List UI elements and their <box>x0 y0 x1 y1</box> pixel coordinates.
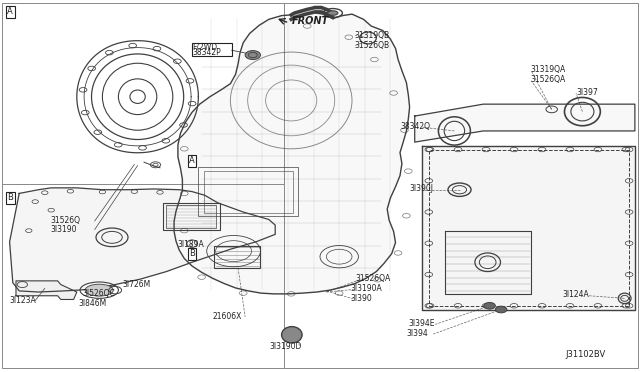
Bar <box>163 203 220 230</box>
Bar <box>204 171 293 213</box>
Text: B: B <box>189 249 195 258</box>
Text: 31526QA: 31526QA <box>355 275 390 283</box>
Text: B: B <box>7 193 13 202</box>
Text: F/2WD: F/2WD <box>193 43 218 52</box>
Text: J31102BV: J31102BV <box>565 350 605 359</box>
Bar <box>192 43 232 56</box>
Text: FRONT: FRONT <box>292 16 329 26</box>
Ellipse shape <box>484 302 495 309</box>
Polygon shape <box>10 188 275 292</box>
Text: 3l3190A: 3l3190A <box>351 284 383 293</box>
Text: A: A <box>8 7 13 16</box>
Ellipse shape <box>282 327 302 343</box>
Text: 21606X: 21606X <box>212 312 242 321</box>
Text: 3l394: 3l394 <box>406 329 428 338</box>
Ellipse shape <box>85 284 113 296</box>
Polygon shape <box>16 281 77 299</box>
Text: 3l189A: 3l189A <box>177 240 204 249</box>
Text: 31319QB: 31319QB <box>354 31 389 40</box>
Text: 3l124A: 3l124A <box>562 290 589 299</box>
Text: 31526QB: 31526QB <box>354 41 389 50</box>
Text: 3l397: 3l397 <box>576 88 598 97</box>
Text: 3l846M: 3l846M <box>78 299 106 308</box>
Bar <box>166 205 216 228</box>
Text: 31526QA: 31526QA <box>530 76 565 84</box>
Polygon shape <box>415 104 635 142</box>
Ellipse shape <box>495 306 507 313</box>
Text: 38342P: 38342P <box>193 48 221 57</box>
Text: 38342Q: 38342Q <box>400 122 430 131</box>
Polygon shape <box>174 12 410 294</box>
Text: 3l726M: 3l726M <box>123 280 151 289</box>
Ellipse shape <box>328 11 338 15</box>
Text: 3l390J: 3l390J <box>410 185 434 193</box>
Bar <box>198 167 298 216</box>
Text: 31319QA: 31319QA <box>530 65 565 74</box>
Polygon shape <box>422 146 635 310</box>
Text: A: A <box>189 156 195 165</box>
Text: 3l123A: 3l123A <box>10 296 36 305</box>
Text: 3l3190D: 3l3190D <box>270 342 302 351</box>
Bar <box>429 150 629 306</box>
Ellipse shape <box>245 51 260 60</box>
Text: 3l526QC: 3l526QC <box>82 289 115 298</box>
Text: 3l3190: 3l3190 <box>50 225 76 234</box>
Text: 3l390: 3l390 <box>351 294 372 303</box>
Bar <box>214 246 260 268</box>
Text: 3l394E: 3l394E <box>408 319 435 328</box>
Text: 31526Q: 31526Q <box>50 217 80 225</box>
